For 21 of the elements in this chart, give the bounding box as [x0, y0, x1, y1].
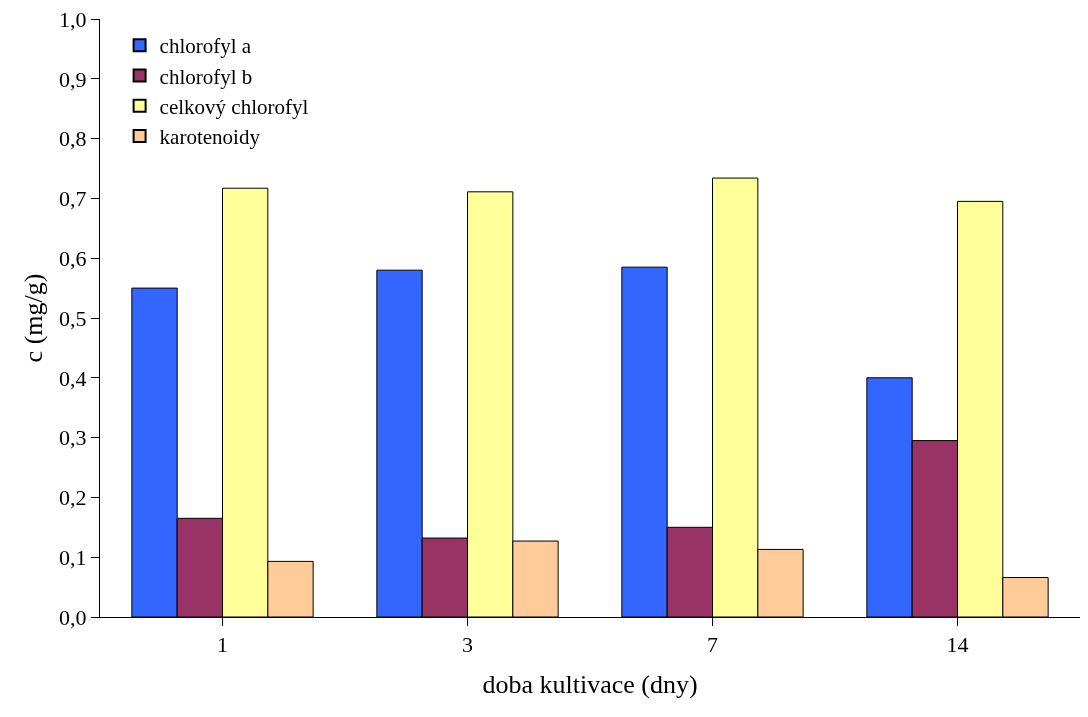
y-tick-label: 0,1	[59, 544, 87, 570]
y-tick-label: 1,0	[59, 6, 87, 32]
x-tick-label: 7	[707, 632, 718, 658]
x-tick-label: 3	[462, 632, 473, 658]
x-tick-label: 1	[217, 632, 228, 658]
y-tick-label: 0,0	[59, 604, 87, 630]
y-tick-label: 0,7	[59, 186, 87, 212]
y-tick-label: 0,6	[59, 245, 87, 271]
legend-label: chlorofyl a	[159, 34, 252, 59]
legend-label: chlorofyl b	[159, 64, 253, 89]
y-axis-title: c (mg/g)	[19, 273, 49, 363]
y-tick-label: 0,3	[59, 425, 87, 451]
x-axis-title: doba kultivace (dny)	[482, 670, 698, 700]
y-tick-label: 0,2	[59, 485, 87, 511]
y-tick-label: 0,9	[59, 66, 87, 92]
y-tick-label: 0,4	[59, 365, 87, 391]
y-tick-label: 0,5	[59, 305, 87, 331]
x-tick-label: 14	[946, 632, 969, 658]
legend-label: karotenoidy	[159, 125, 261, 150]
y-tick-label: 0,8	[59, 126, 87, 152]
legend-label: celkový chlorofyl	[159, 94, 309, 119]
